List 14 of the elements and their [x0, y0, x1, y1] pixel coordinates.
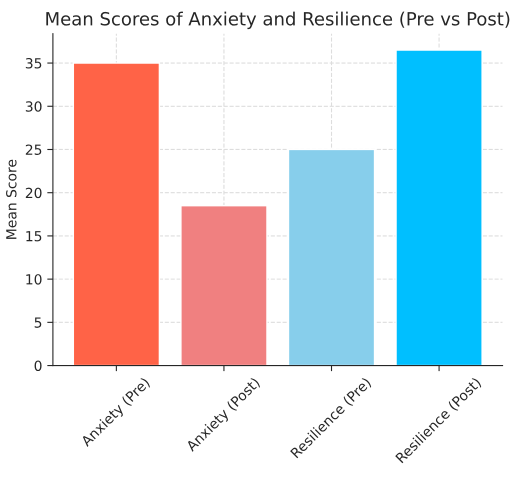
y-tick-label: 20 [26, 188, 42, 198]
y-tick-label: 10 [26, 274, 42, 285]
y-tick-label: 25 [26, 144, 42, 155]
bar [180, 204, 268, 366]
y-axis-title: Mean Score [6, 160, 17, 239]
y-tick-label: 5 [34, 317, 42, 328]
y-tick-label: 35 [26, 58, 42, 69]
bar [395, 49, 483, 366]
chart-title: Mean Scores of Anxiety and Resilience (Pre vs Post) [46, 12, 510, 30]
y-tick-label: 30 [26, 101, 42, 112]
y-tick-label: 15 [26, 231, 42, 242]
y-tick-label: 0 [34, 360, 42, 372]
bar [288, 148, 376, 366]
bar [72, 62, 160, 366]
